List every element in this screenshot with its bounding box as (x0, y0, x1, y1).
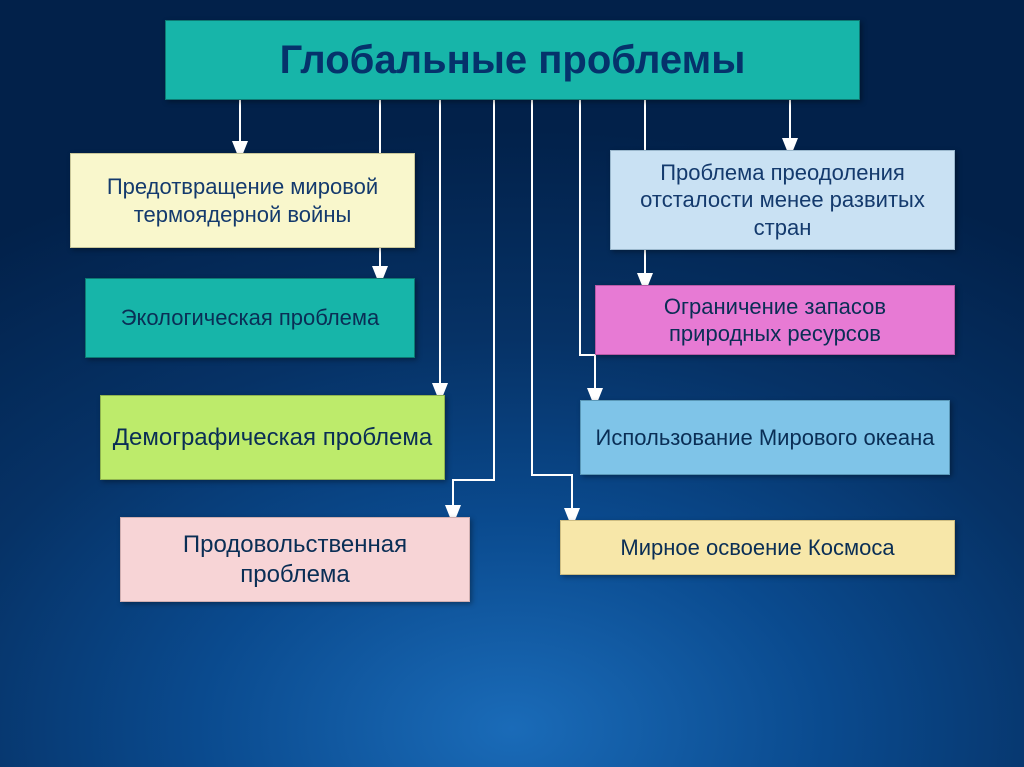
child-box-demo-label: Демографическая проблема (103, 419, 443, 457)
child-box-ocean-label: Использование Мирового океана (586, 420, 945, 456)
child-box-resources: Ограничение запасов природных ресурсов (595, 285, 955, 355)
child-box-war-label: Предотвращение мировой термоядерной войн… (71, 169, 414, 232)
child-box-space-label: Мирное освоение Космоса (610, 530, 904, 566)
child-box-space: Мирное освоение Космоса (560, 520, 955, 575)
connector-layer (0, 0, 1024, 767)
child-box-demo: Демографическая проблема (100, 395, 445, 480)
child-box-food: Продовольственная проблема (120, 517, 470, 602)
child-box-eco: Экологическая проблема (85, 278, 415, 358)
child-box-food-label: Продовольственная проблема (121, 526, 469, 594)
child-box-eco-label: Экологическая проблема (111, 300, 390, 336)
root-box: Глобальные проблемы (165, 20, 860, 100)
connector-4 (532, 100, 572, 518)
child-box-ocean: Использование Мирового океана (580, 400, 950, 475)
connector-3 (453, 100, 494, 515)
child-box-resources-label: Ограничение запасов природных ресурсов (596, 289, 954, 352)
connector-5 (580, 100, 595, 398)
child-box-lag-label: Проблема преодоления отсталости менее ра… (611, 155, 954, 246)
child-box-lag: Проблема преодоления отсталости менее ра… (610, 150, 955, 250)
child-box-war: Предотвращение мировой термоядерной войн… (70, 153, 415, 248)
root-box-label: Глобальные проблемы (270, 31, 756, 89)
